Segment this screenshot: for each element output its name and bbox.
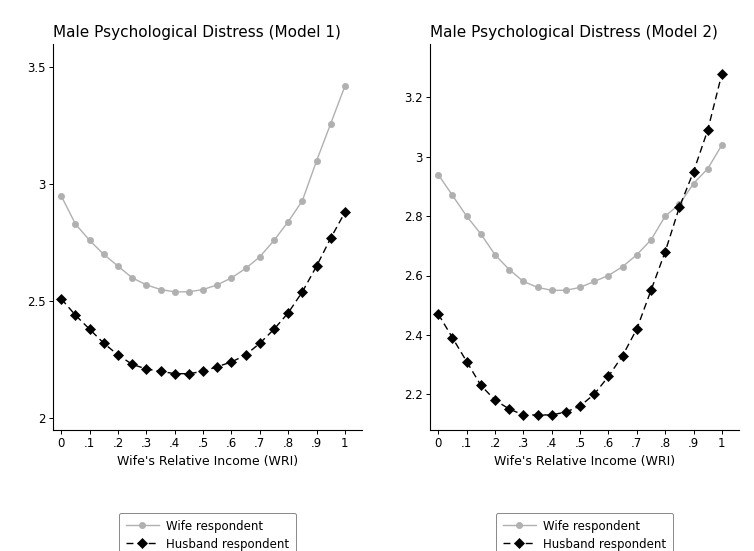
Husband respondent	[604, 373, 613, 380]
Husband respondent	[633, 326, 642, 332]
Husband respondent	[326, 235, 336, 241]
Wife respondent	[170, 289, 179, 295]
Husband respondent	[114, 352, 123, 358]
Wife respondent	[477, 231, 486, 237]
Husband respondent	[703, 127, 713, 133]
Wife respondent	[547, 287, 556, 294]
Wife respondent	[633, 251, 642, 258]
Text: Male Psychological Distress (Model 1): Male Psychological Distress (Model 1)	[53, 25, 341, 40]
Wife respondent	[590, 278, 599, 285]
Wife respondent	[256, 253, 265, 260]
Wife respondent	[213, 282, 222, 288]
Wife respondent	[100, 251, 109, 258]
Wife respondent	[703, 165, 713, 172]
Wife respondent	[312, 158, 321, 164]
Line: Husband respondent: Husband respondent	[434, 70, 725, 419]
X-axis label: Wife's Relative Income (WRI): Wife's Relative Income (WRI)	[117, 455, 298, 468]
Line: Wife respondent: Wife respondent	[435, 142, 725, 294]
Husband respondent	[519, 412, 528, 418]
Wife respondent	[533, 284, 542, 291]
Husband respondent	[57, 295, 66, 302]
Wife respondent	[448, 192, 457, 199]
Husband respondent	[269, 326, 278, 333]
Husband respondent	[575, 403, 584, 409]
Wife respondent	[326, 120, 336, 127]
Wife respondent	[519, 278, 528, 285]
X-axis label: Wife's Relative Income (WRI): Wife's Relative Income (WRI)	[494, 455, 675, 468]
Husband respondent	[477, 382, 486, 388]
Husband respondent	[156, 368, 165, 375]
Husband respondent	[340, 209, 349, 215]
Wife respondent	[504, 266, 513, 273]
Husband respondent	[298, 289, 307, 295]
Wife respondent	[114, 263, 123, 269]
Wife respondent	[198, 286, 207, 293]
Text: Male Psychological Distress (Model 2): Male Psychological Distress (Model 2)	[430, 25, 718, 40]
Wife respondent	[185, 289, 194, 295]
Wife respondent	[227, 274, 236, 281]
Wife respondent	[156, 286, 165, 293]
Wife respondent	[618, 263, 627, 270]
Wife respondent	[269, 237, 278, 244]
Husband respondent	[547, 412, 556, 418]
Wife respondent	[491, 251, 500, 258]
Husband respondent	[312, 263, 321, 269]
Wife respondent	[298, 197, 307, 204]
Wife respondent	[241, 265, 250, 272]
Husband respondent	[127, 361, 136, 368]
Wife respondent	[340, 83, 349, 89]
Wife respondent	[562, 287, 571, 294]
Legend: Wife respondent, Husband respondent: Wife respondent, Husband respondent	[118, 513, 296, 551]
Husband respondent	[185, 370, 194, 377]
Legend: Wife respondent, Husband respondent: Wife respondent, Husband respondent	[495, 513, 673, 551]
Husband respondent	[256, 340, 265, 347]
Husband respondent	[661, 249, 670, 255]
Husband respondent	[689, 169, 698, 175]
Wife respondent	[604, 272, 613, 279]
Husband respondent	[618, 352, 627, 359]
Husband respondent	[241, 352, 250, 358]
Wife respondent	[85, 237, 94, 244]
Wife respondent	[646, 236, 655, 243]
Husband respondent	[142, 366, 151, 372]
Husband respondent	[71, 312, 80, 318]
Husband respondent	[590, 391, 599, 397]
Wife respondent	[142, 282, 151, 288]
Husband respondent	[646, 287, 655, 294]
Line: Wife respondent: Wife respondent	[58, 83, 348, 295]
Husband respondent	[434, 311, 443, 317]
Husband respondent	[100, 340, 109, 347]
Husband respondent	[213, 363, 222, 370]
Husband respondent	[562, 409, 571, 415]
Line: Husband respondent: Husband respondent	[57, 209, 348, 377]
Wife respondent	[71, 221, 80, 228]
Wife respondent	[434, 171, 443, 178]
Wife respondent	[575, 284, 584, 291]
Wife respondent	[675, 201, 684, 208]
Wife respondent	[127, 274, 136, 281]
Wife respondent	[284, 218, 293, 225]
Husband respondent	[85, 326, 94, 333]
Husband respondent	[491, 397, 500, 403]
Husband respondent	[284, 310, 293, 316]
Husband respondent	[533, 412, 542, 418]
Wife respondent	[689, 180, 698, 187]
Wife respondent	[717, 142, 726, 148]
Husband respondent	[227, 359, 236, 365]
Wife respondent	[462, 213, 471, 219]
Husband respondent	[462, 358, 471, 365]
Husband respondent	[448, 334, 457, 341]
Husband respondent	[170, 370, 179, 377]
Husband respondent	[504, 406, 513, 412]
Wife respondent	[57, 193, 66, 199]
Wife respondent	[661, 213, 670, 219]
Husband respondent	[717, 71, 726, 77]
Husband respondent	[675, 204, 684, 210]
Husband respondent	[198, 368, 207, 375]
